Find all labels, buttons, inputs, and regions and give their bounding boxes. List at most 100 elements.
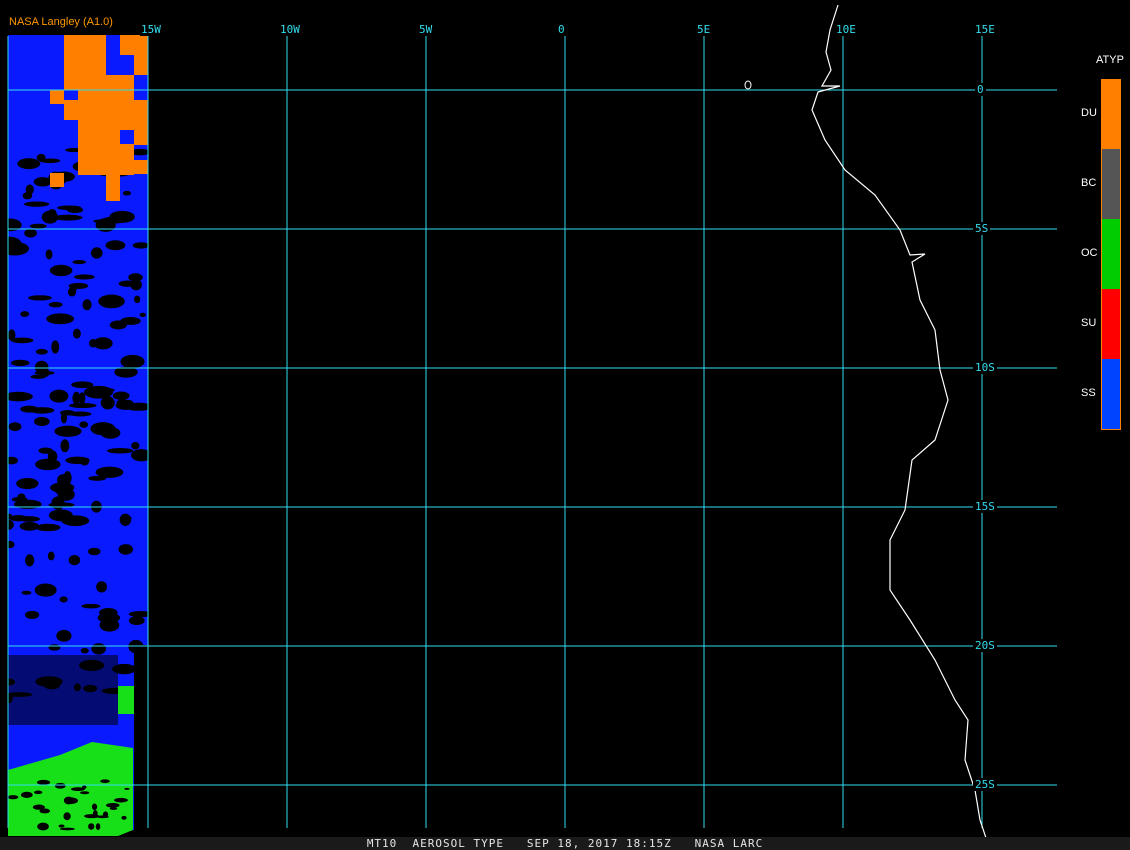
no-data-patch: [71, 381, 94, 389]
dust-pixels: [64, 100, 78, 120]
no-data-patch: [41, 210, 59, 224]
longitude-label: 10E: [835, 23, 857, 36]
longitude-label: 15W: [140, 23, 162, 36]
no-data-patch: [25, 184, 34, 195]
no-data-patch: [112, 663, 137, 675]
no-data-patch: [100, 426, 121, 439]
no-data-patch: [134, 295, 141, 304]
no-data-patch: [105, 802, 120, 808]
no-data-patch: [19, 521, 40, 531]
no-data-patch: [57, 488, 75, 501]
no-data-patch: [98, 294, 125, 309]
no-data-patch: [131, 449, 153, 462]
dust-pixels: [120, 160, 148, 174]
no-data-patch: [128, 639, 144, 654]
no-data-patch: [29, 407, 55, 414]
no-data-patch: [121, 815, 127, 820]
no-data-patch: [63, 812, 71, 821]
no-data-patch: [13, 499, 42, 509]
no-data-patch: [68, 555, 81, 566]
no-data-patch: [88, 823, 95, 830]
latitude-label: 15S: [973, 500, 997, 513]
no-data-patch: [57, 205, 82, 211]
no-data-patch: [34, 416, 50, 427]
status-bar: MT10 AEROSOL TYPE SEP 18, 2017 18:15Z NA…: [0, 837, 1130, 850]
no-data-patch: [48, 301, 63, 308]
no-data-patch: [21, 590, 32, 595]
no-data-patch: [39, 808, 51, 814]
no-data-patch: [109, 807, 118, 810]
no-data-patch: [96, 815, 109, 819]
no-data-patch: [74, 274, 95, 280]
no-data-patch: [128, 616, 145, 626]
no-data-patch: [128, 273, 143, 282]
legend-swatch-su: [1101, 289, 1121, 359]
no-data-patch: [60, 439, 70, 453]
no-data-patch: [53, 214, 83, 221]
no-data-patch: [59, 827, 75, 831]
no-data-patch: [112, 391, 130, 400]
legend-label-bc: BC: [1081, 177, 1097, 189]
no-data-patch: [122, 190, 131, 196]
no-data-patch: [128, 611, 154, 618]
no-data-patch: [88, 475, 107, 481]
legend-swatch-bc: [1101, 149, 1121, 219]
no-data-patch: [58, 824, 65, 828]
no-data-patch: [24, 201, 50, 207]
longitude-label: 0: [557, 23, 566, 36]
no-data-patch: [72, 328, 81, 339]
dust-pixels: [134, 100, 148, 145]
no-data-patch: [49, 389, 69, 403]
no-data-patch: [10, 337, 34, 344]
latitude-label: 25S: [973, 778, 997, 791]
no-data-patch: [124, 787, 130, 790]
latitude-label: 0: [975, 83, 986, 96]
no-data-patch: [116, 399, 133, 405]
no-data-patch: [118, 544, 133, 555]
dust-pixels: [106, 173, 120, 201]
no-data-patch: [120, 515, 132, 521]
no-data-patch: [8, 655, 118, 725]
no-data-patch: [7, 795, 19, 800]
no-data-patch: [129, 148, 151, 156]
no-data-patch: [72, 259, 87, 265]
no-data-patch: [114, 797, 128, 803]
no-data-patch: [63, 471, 72, 485]
no-data-patch: [37, 826, 48, 830]
no-data-patch: [10, 359, 30, 367]
credit-label: NASA Langley (A1.0): [9, 16, 113, 28]
no-data-patch: [93, 337, 113, 350]
dust-pixels: [92, 55, 106, 85]
no-data-patch: [36, 153, 46, 162]
no-data-patch: [134, 694, 147, 700]
no-data-patch: [90, 247, 103, 259]
no-data-patch: [28, 295, 52, 301]
no-data-patch: [51, 340, 60, 354]
no-data-patch: [20, 791, 33, 798]
no-data-patch: [63, 796, 74, 805]
no-data-patch: [81, 603, 101, 609]
no-data-patch: [95, 823, 101, 831]
no-data-patch: [82, 299, 92, 311]
no-data-patch: [5, 540, 15, 549]
no-data-patch: [30, 374, 46, 379]
longitude-label: 10W: [279, 23, 301, 36]
no-data-patch: [65, 456, 90, 465]
no-data-patch: [36, 779, 51, 785]
no-data-patch: [88, 547, 101, 556]
no-data-patch: [5, 513, 13, 520]
longitude-label: 5E: [696, 23, 712, 36]
no-data-patch: [56, 629, 72, 642]
no-data-patch: [91, 803, 98, 811]
seasalt-pixels: [120, 130, 134, 144]
no-data-patch: [91, 643, 107, 655]
no-data-patch: [7, 329, 16, 341]
no-data-patch: [100, 779, 110, 784]
no-data-patch: [59, 596, 68, 603]
no-data-patch: [131, 441, 140, 450]
legend-label-su: SU: [1081, 317, 1097, 329]
no-data-patch: [95, 466, 124, 478]
no-data-patch: [109, 320, 127, 330]
